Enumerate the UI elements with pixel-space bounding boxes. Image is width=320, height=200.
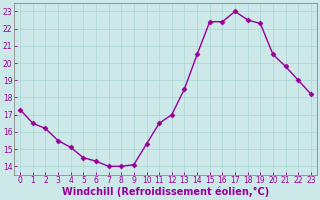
X-axis label: Windchill (Refroidissement éolien,°C): Windchill (Refroidissement éolien,°C) (62, 187, 269, 197)
